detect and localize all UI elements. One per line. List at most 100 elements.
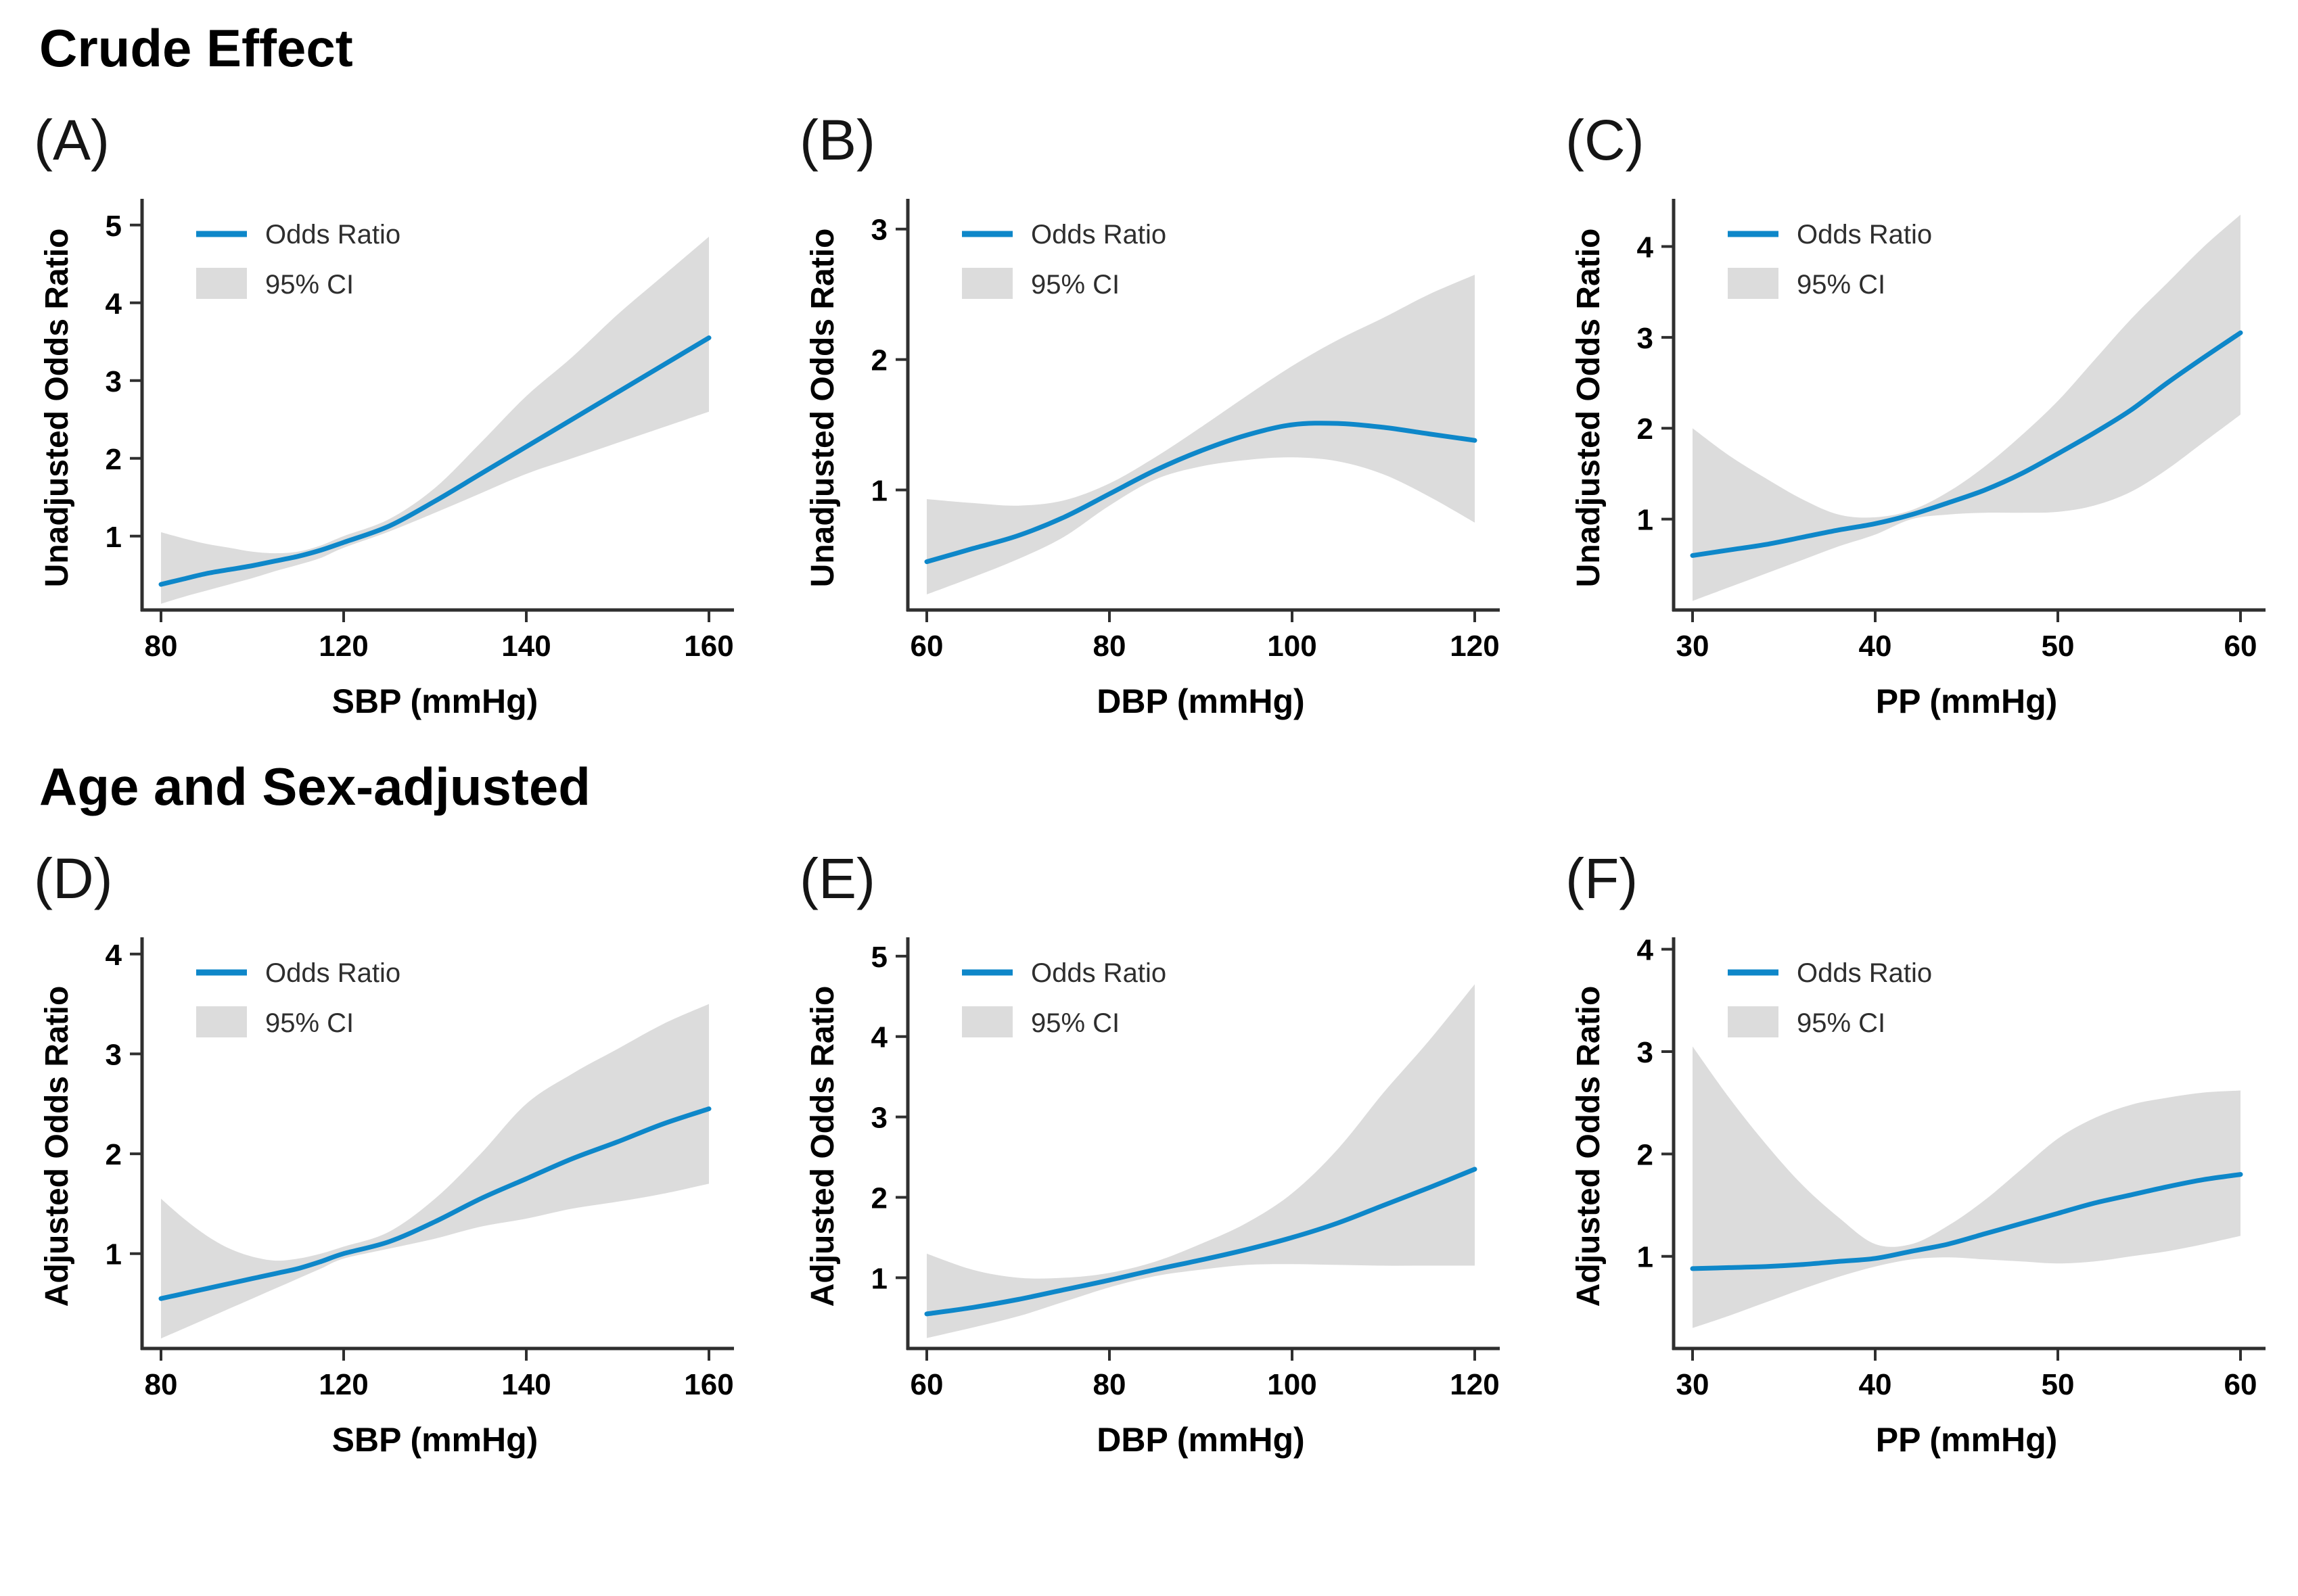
y-tick-label: 3 [871,1102,888,1135]
legend-band-label: 95% CI [265,1008,354,1038]
legend-band-label: 95% CI [1797,270,1885,300]
legend-band-swatch [962,268,1013,299]
x-tick-label: 160 [684,630,733,663]
panel-letters-row-bottom: (D) (E) (F) [0,846,2298,912]
y-tick-label: 4 [106,287,122,321]
legend-line-label: Odds Ratio [265,958,400,988]
odds-ratio-line [924,1167,1477,1317]
x-tick-label: 80 [1093,1368,1126,1401]
x-tick-label: 40 [1859,1368,1892,1401]
y-axis-ticks: 1 2 3 4 [1637,934,1674,1274]
x-tick-label: 120 [319,1368,368,1401]
section-age-sex-adjusted: Age and Sex-adjusted (D) (E) (F) 80 120 14… [0,738,2298,1477]
y-tick-label: 1 [871,1262,888,1295]
x-tick-label: 40 [1859,630,1892,663]
y-tick-label: 2 [106,443,122,476]
panel-label-b: (B) [800,108,875,172]
odds-ratio-line [158,1106,712,1301]
charts-row-top: 80 120 140 160 1 2 3 4 5 SBP (mmHg) Unadjusted Odd… [0,177,2298,738]
legend-band-swatch [1728,268,1778,299]
x-tick-label: 60 [2224,1368,2257,1401]
y-tick-label: 1 [871,475,888,508]
ci-band [161,1004,709,1339]
legend-line-label: Odds Ratio [1797,220,1932,250]
y-tick-label: 4 [106,939,122,972]
x-axis-title: SBP (mmHg) [332,682,538,720]
y-axis-title: Unadjusted Odds Ratio [39,229,75,588]
y-axis-title: Unadjusted Odds Ratio [1571,229,1607,588]
x-tick-label: 80 [145,630,178,663]
y-tick-label: 1 [1637,504,1653,537]
legend: Odds Ratio 95% CI [196,958,400,1038]
legend: Odds Ratio 95% CI [962,220,1166,300]
legend-band-label: 95% CI [1797,1008,1885,1038]
x-axis-title: SBP (mmHg) [332,1421,538,1459]
x-tick-label: 120 [1450,630,1499,663]
y-tick-label: 3 [1637,322,1653,355]
y-tick-label: 2 [871,1181,888,1215]
legend: Odds Ratio 95% CI [1728,958,1932,1038]
y-tick-label: 3 [106,1038,122,1071]
x-tick-label: 60 [911,630,944,663]
y-axis-ticks: 1 2 3 4 5 [871,941,908,1295]
charts-row-bottom: 80 120 140 160 1 2 3 4 SBP (mmHg) Adjusted Odds R… [0,916,2298,1477]
panel-label-f: (F) [1565,847,1638,910]
y-axis-ticks: 1 2 3 [871,214,908,508]
x-axis-ticks: 80 120 140 160 [145,610,734,663]
y-tick-label: 2 [1637,413,1653,446]
panel-label-a: (A) [34,108,110,172]
axes [906,199,1500,612]
y-tick-label: 2 [106,1138,122,1171]
x-tick-label: 30 [1676,1368,1709,1401]
x-tick-label: 120 [1450,1368,1499,1401]
y-tick-label: 1 [1637,1241,1653,1274]
axes [140,937,734,1351]
y-tick-label: 1 [106,521,122,554]
legend-band-swatch [196,268,247,299]
odds-ratio-line [1690,1172,2243,1271]
legend-band-swatch [1728,1006,1778,1037]
ci-band [1693,1046,2240,1328]
x-tick-label: 160 [684,1368,733,1401]
y-axis-ticks: 1 2 3 4 5 [106,210,142,554]
axes [906,937,1500,1351]
legend-line-label: Odds Ratio [265,220,400,250]
odds-ratio-line [924,421,1477,565]
x-tick-label: 50 [2042,1368,2075,1401]
y-tick-label: 5 [106,210,122,243]
odds-ratio-line [158,335,712,587]
x-tick-label: 80 [145,1368,178,1401]
chart-panel-c: 30 40 50 60 1 2 3 4 PP (mmHg) Unadjusted Odds Rat… [1532,177,2297,738]
x-tick-label: 140 [501,1368,551,1401]
ci-band [161,237,709,604]
y-axis-title: Adjusted Odds Ratio [39,986,75,1307]
y-tick-label: 2 [871,344,888,377]
legend-band-label: 95% CI [1031,270,1120,300]
y-axis-title: Unadjusted Odds Ratio [805,229,841,588]
axes [140,199,734,612]
x-tick-label: 50 [2042,630,2075,663]
chart-svg-b: 60 80 100 120 1 2 3 DBP (mmHg) Unadjusted Odds R… [805,199,1500,720]
legend-line-label: Odds Ratio [1031,220,1166,250]
x-axis-ticks: 80 120 140 160 [145,1348,734,1401]
ci-band [927,984,1475,1338]
x-axis-ticks: 60 80 100 120 [911,610,1500,663]
legend-line-label: Odds Ratio [1031,958,1166,988]
chart-panel-a: 80 120 140 160 1 2 3 4 5 SBP (mmHg) Unadjusted Odd… [0,177,766,738]
axes [1672,199,2266,612]
legend: Odds Ratio 95% CI [962,958,1166,1038]
section-title-crude: Crude Effect [39,18,353,78]
odds-ratio-line [1690,330,2243,558]
x-axis-title: DBP (mmHg) [1097,682,1304,720]
x-tick-label: 100 [1267,1368,1316,1401]
x-tick-label: 100 [1267,630,1316,663]
y-tick-label: 4 [871,1021,888,1054]
y-tick-label: 5 [871,941,888,974]
panel-label-e: (E) [800,847,875,910]
section-crude-effect: Crude Effect (A) (B) (C) 80 120 140 160 1 2 3 4… [0,0,2298,738]
chart-panel-f: 30 40 50 60 1 2 3 4 PP (mmHg) Adjusted Odds Ratio… [1532,916,2297,1477]
y-tick-label: 1 [106,1238,122,1271]
ci-band [927,275,1475,594]
panel-label-c: (C) [1565,108,1645,172]
chart-svg-f: 30 40 50 60 1 2 3 4 PP (mmHg) Adjusted Odds Ratio… [1571,934,2266,1459]
